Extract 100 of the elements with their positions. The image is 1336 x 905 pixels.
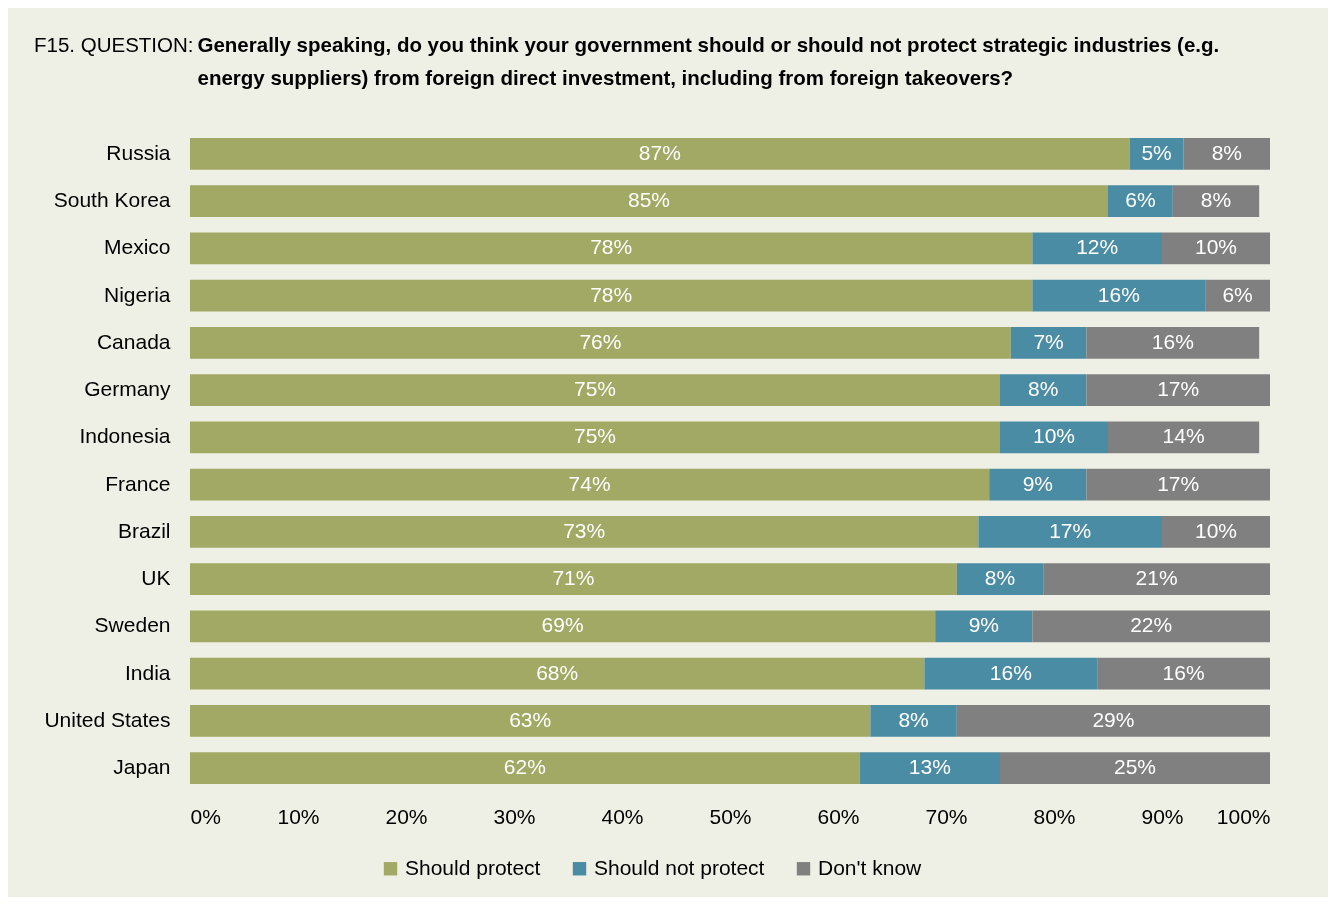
data-label: 8% [898,707,929,731]
bar [989,468,1087,501]
bar [190,185,1108,217]
data-label: 78% [590,235,633,259]
bar [935,610,1033,643]
bar [1108,421,1260,454]
data-label: 25% [1113,755,1157,779]
data-label: 17% [1157,377,1200,401]
data-label: 6% [1125,188,1156,212]
bar [1032,610,1270,643]
data-label: 13% [908,755,951,779]
bar [190,705,871,737]
data-label: 17% [1049,518,1092,542]
data-label: 71% [552,566,595,590]
bar [1000,752,1270,784]
bar [924,657,1098,690]
y-tick-label: Russia [106,140,171,164]
bar [870,705,957,737]
x-tick-label: 90% [1141,804,1184,828]
data-label: 21% [1135,566,1178,590]
data-label: 5% [1141,140,1172,164]
x-tick-label: 40% [601,804,644,828]
bar [956,705,1270,737]
data-label: 63% [509,707,552,731]
bar [1097,657,1270,690]
bar [1086,468,1270,501]
bar [1010,327,1087,359]
bar [1000,374,1087,406]
y-tick-label: Japan [113,755,171,779]
data-label: 29% [1092,707,1135,731]
bar [190,327,1011,359]
x-tick-label: 60% [817,804,860,828]
chart-subtitle: Generally speaking, do you think your government should or should not protect strategic industries (e.g. energy suppliers) from foreign direct investment, including from foreign takeovers? [197,32,1221,91]
bar [190,232,1033,265]
bar [190,516,979,548]
bar [190,752,860,784]
data-label: 85% [627,188,671,212]
y-tick-label: UK [141,566,171,590]
x-tick-label: 30% [493,804,536,828]
data-label: 75% [573,424,617,448]
bar [1043,563,1270,595]
y-tick-label: India [124,660,171,684]
y-tick-label: France [105,471,171,495]
bar [1183,138,1270,170]
y-tick-label: United States [44,707,171,731]
bar [1086,327,1260,359]
bar [1032,232,1162,265]
data-label: 6% [1222,282,1253,306]
data-label: 8% [1028,377,1059,401]
data-label: 75% [573,377,617,401]
data-label: 87% [638,140,681,164]
x-tick-label: 0% [190,804,221,828]
chart-title: F15. QUESTION: [34,32,194,58]
x-tick-label: 80% [1033,804,1076,828]
bar [956,563,1044,595]
data-label: 17% [1157,471,1200,495]
y-tick-label: Mexico [103,235,171,259]
x-tick-label: 50% [709,804,752,828]
data-label: 62% [503,755,546,779]
data-label: 68% [536,660,579,684]
bar [1108,185,1173,217]
data-label: 9% [968,613,999,637]
x-tick-label: 70% [925,804,968,828]
data-label: 8% [1211,140,1242,164]
data-label: 16% [1151,329,1194,353]
bar [1172,185,1260,217]
y-tick-label: South Korea [53,188,171,212]
legend-label: Don't know [818,855,923,879]
y-tick-label: Nigeria [103,282,171,306]
legend-label: Should protect [405,855,541,879]
data-label: 73% [563,518,606,542]
bar [1086,374,1270,406]
data-label: 76% [579,329,622,353]
bar [190,468,990,501]
bar [1032,279,1206,312]
bar [859,752,1000,784]
bar [190,657,925,690]
data-label: 16% [1162,660,1205,684]
data-label: 14% [1162,424,1205,448]
data-label: 22% [1130,613,1173,637]
y-tick-label: Brazil [117,518,171,542]
y-tick-label: Germany [84,377,171,401]
x-tick-label: 10% [277,804,320,828]
bar [1162,516,1270,548]
data-label: 78% [590,282,633,306]
data-label: 16% [1097,282,1140,306]
data-label: 74% [568,471,611,495]
bar [190,563,957,595]
bar [978,516,1162,548]
y-tick-label: Canada [96,329,171,353]
data-label: 8% [1200,188,1232,212]
data-label: 7% [1033,329,1064,353]
bar [190,610,936,643]
data-label: 9% [1022,471,1053,495]
bar [190,279,1033,312]
data-label: 10% [1194,235,1238,259]
data-label: 10% [1194,518,1238,542]
bar [190,138,1130,170]
data-label: 12% [1076,235,1119,259]
y-tick-label: Indonesia [79,424,171,448]
